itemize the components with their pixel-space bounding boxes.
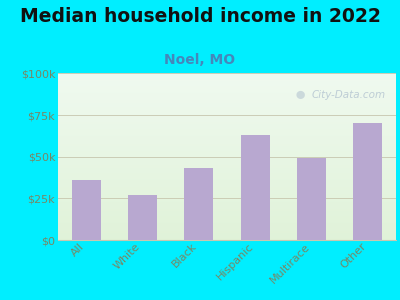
Bar [297, 158, 326, 240]
Bar [72, 180, 101, 240]
Text: Median household income in 2022: Median household income in 2022 [20, 8, 380, 26]
Text: Noel, MO: Noel, MO [164, 52, 236, 67]
Text: City-Data.com: City-Data.com [312, 90, 386, 100]
Bar [128, 195, 157, 240]
Bar [184, 168, 214, 240]
Bar [240, 135, 270, 240]
Text: ⬤: ⬤ [295, 90, 305, 99]
Bar [353, 124, 382, 240]
